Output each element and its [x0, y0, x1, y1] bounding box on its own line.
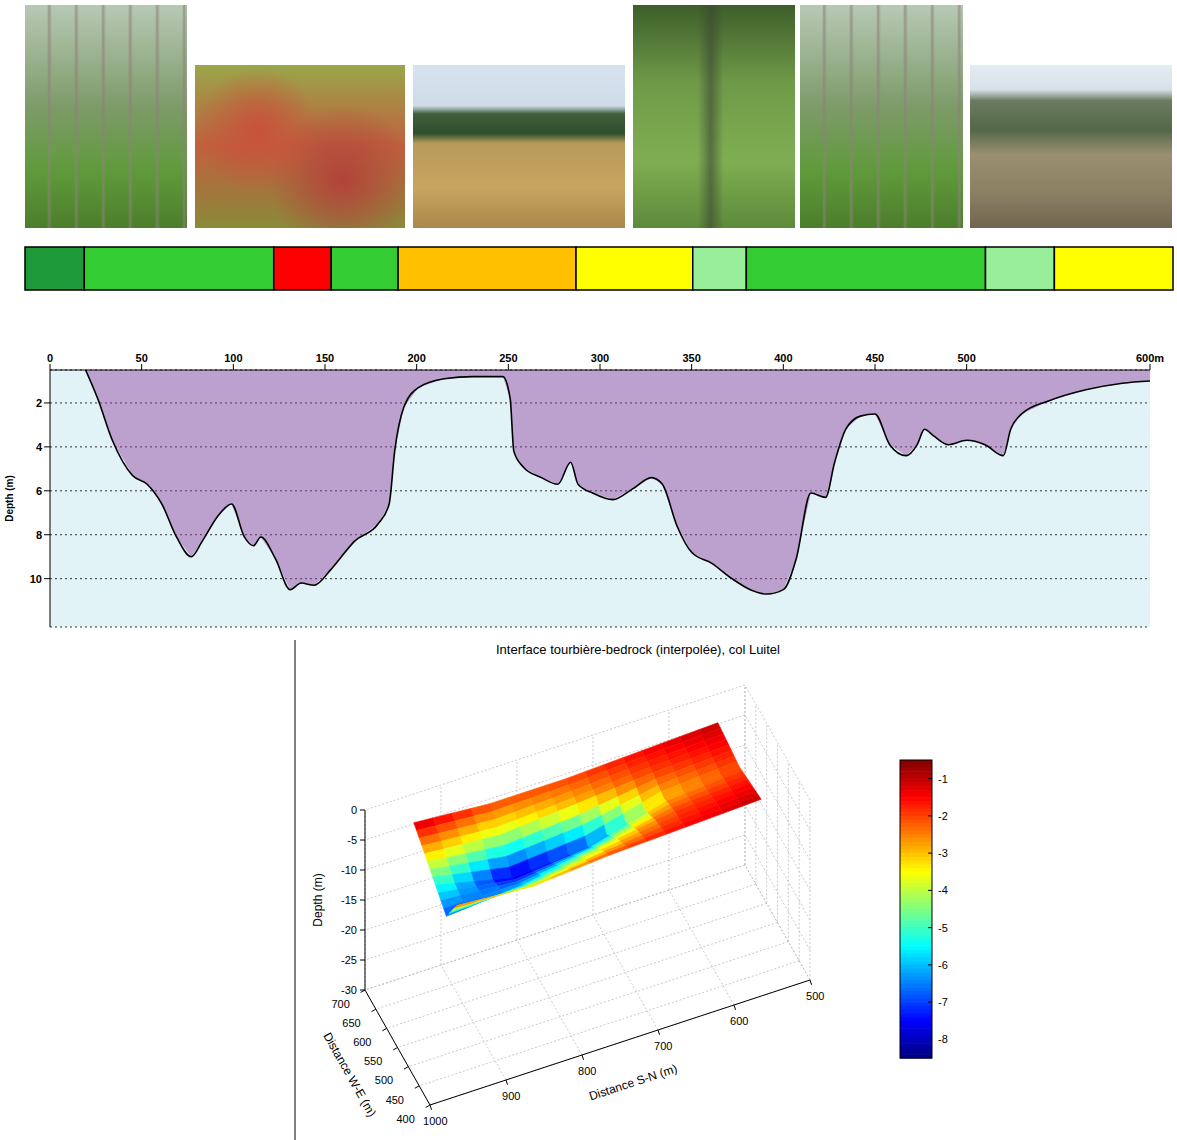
svg-text:-4: -4 [938, 884, 948, 896]
svg-text:550: 550 [364, 1055, 382, 1067]
svg-text:400: 400 [774, 352, 792, 364]
svg-text:50: 50 [136, 352, 148, 364]
svg-text:-5: -5 [347, 834, 357, 846]
svg-text:-7: -7 [938, 996, 948, 1008]
svg-text:600: 600 [353, 1036, 371, 1048]
svg-text:500: 500 [375, 1074, 393, 1086]
svg-text:0: 0 [351, 804, 357, 816]
svg-text:700: 700 [654, 1040, 672, 1052]
svg-text:Distance S-N (m): Distance S-N (m) [587, 1061, 679, 1103]
svg-text:2: 2 [36, 397, 42, 409]
svg-text:-3: -3 [938, 847, 948, 859]
svg-text:Distance W-E (m): Distance W-E (m) [320, 1030, 379, 1119]
svg-text:Interface tourbière-bedrock (i: Interface tourbière-bedrock (interpolée)… [496, 642, 780, 657]
svg-text:-30: -30 [341, 984, 357, 996]
svg-text:600: 600 [730, 1015, 748, 1027]
svg-text:Depth (m): Depth (m) [311, 873, 325, 926]
svg-text:200: 200 [407, 352, 425, 364]
svg-text:600m: 600m [1136, 352, 1164, 364]
svg-text:450: 450 [386, 1094, 404, 1106]
svg-text:0: 0 [47, 352, 53, 364]
svg-text:-20: -20 [341, 924, 357, 936]
svg-text:1000: 1000 [423, 1115, 447, 1127]
svg-text:6: 6 [36, 485, 42, 497]
svg-text:-15: -15 [341, 894, 357, 906]
svg-text:-1: -1 [938, 773, 948, 785]
svg-text:350: 350 [682, 352, 700, 364]
svg-text:100: 100 [224, 352, 242, 364]
svg-text:-5: -5 [938, 922, 948, 934]
svg-text:650: 650 [342, 1017, 360, 1029]
svg-text:150: 150 [316, 352, 334, 364]
svg-text:-10: -10 [341, 864, 357, 876]
svg-text:250: 250 [499, 352, 517, 364]
svg-text:-25: -25 [341, 954, 357, 966]
svg-text:800: 800 [578, 1065, 596, 1077]
svg-text:450: 450 [866, 352, 884, 364]
svg-text:500: 500 [806, 990, 824, 1002]
svg-text:-8: -8 [938, 1033, 948, 1045]
svg-text:4: 4 [36, 441, 43, 453]
svg-text:900: 900 [502, 1090, 520, 1102]
svg-text:-2: -2 [938, 810, 948, 822]
svg-text:-6: -6 [938, 959, 948, 971]
svg-text:10: 10 [30, 573, 42, 585]
svg-text:Depth (m): Depth (m) [4, 475, 15, 522]
svg-text:8: 8 [36, 529, 42, 541]
svg-text:500: 500 [957, 352, 975, 364]
svg-text:300: 300 [591, 352, 609, 364]
svg-text:400: 400 [396, 1113, 414, 1125]
svg-text:700: 700 [331, 998, 349, 1010]
